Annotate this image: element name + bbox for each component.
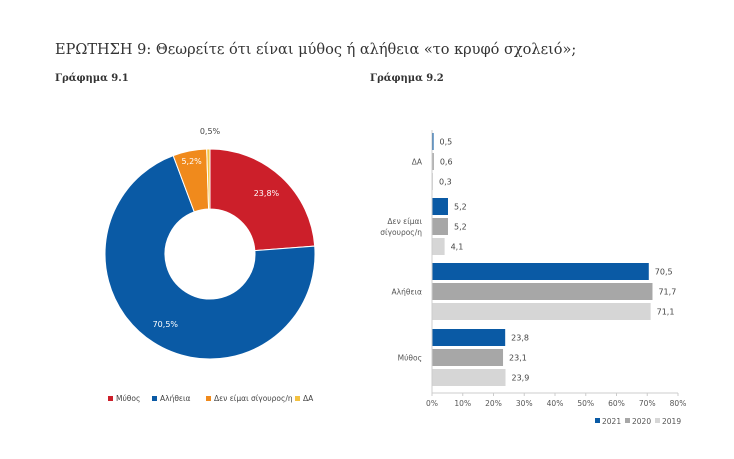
bar-2020 bbox=[432, 218, 448, 235]
bar-value-label: 0,6 bbox=[440, 158, 453, 167]
bar-2019 bbox=[432, 303, 651, 320]
legend-swatch bbox=[108, 396, 113, 401]
legend-swatch bbox=[655, 418, 660, 423]
bar-value-label: 71,1 bbox=[657, 308, 675, 317]
category-label: σίγουρος/η bbox=[380, 228, 422, 237]
legend-swatch bbox=[152, 396, 157, 401]
legend-label: 2019 bbox=[662, 417, 681, 426]
question-title: ΕΡΩΤΗΣΗ 9: Θεωρείτε ότι είναι μύθος ή αλ… bbox=[55, 42, 577, 58]
bar-value-label: 23,8 bbox=[511, 334, 529, 343]
x-tick-label: 0% bbox=[426, 399, 438, 408]
donut-slice bbox=[206, 148, 211, 210]
bar-2019 bbox=[432, 369, 506, 386]
bar-value-label: 0,5 bbox=[440, 138, 453, 147]
category-label: Μύθος bbox=[398, 354, 422, 363]
bar-2020 bbox=[432, 349, 504, 366]
legend-label: Δεν είμαι σίγουρος/η bbox=[214, 394, 293, 403]
legend-label: 2020 bbox=[632, 417, 651, 426]
bar-value-label: 5,2 bbox=[454, 223, 467, 232]
x-tick-label: 10% bbox=[454, 399, 471, 408]
bar-value-label: 0,3 bbox=[439, 178, 452, 187]
donut-slice bbox=[209, 148, 316, 252]
legend-label: ΔΑ bbox=[303, 394, 314, 403]
bar-value-label: 4,1 bbox=[451, 243, 464, 252]
legend-swatch bbox=[295, 396, 300, 401]
bar-2021 bbox=[432, 133, 434, 150]
bar-value-label: 5,2 bbox=[454, 203, 467, 212]
bar-2019 bbox=[432, 238, 445, 255]
x-tick-label: 20% bbox=[485, 399, 502, 408]
bar-value-label: 70,5 bbox=[655, 268, 673, 277]
legend-label: Μύθος bbox=[116, 394, 140, 403]
legend-swatch bbox=[625, 418, 630, 423]
x-tick-label: 80% bbox=[670, 399, 687, 408]
x-tick-label: 70% bbox=[639, 399, 656, 408]
bar-value-label: 23,1 bbox=[509, 354, 527, 363]
donut-slice-label: 70,5% bbox=[153, 320, 179, 329]
donut-slice-label: 5,2% bbox=[181, 157, 202, 166]
bar-2020 bbox=[432, 283, 653, 300]
legend-swatch bbox=[595, 418, 600, 423]
bar-2021 bbox=[432, 263, 649, 280]
chart-9-2-subtitle: Γράφημα 9.2 bbox=[370, 73, 444, 84]
bar-2021 bbox=[432, 329, 506, 346]
bar-value-label: 23,9 bbox=[511, 374, 529, 383]
category-label: Δεν είμαι bbox=[387, 217, 422, 226]
bar-2020 bbox=[432, 153, 434, 170]
bar-2021 bbox=[432, 198, 448, 215]
chart-9-1-subtitle: Γράφημα 9.1 bbox=[55, 73, 129, 84]
category-label: ΔΑ bbox=[412, 158, 423, 167]
donut-slice-label: 23,8% bbox=[254, 189, 280, 198]
x-tick-label: 50% bbox=[577, 399, 594, 408]
x-tick-label: 40% bbox=[547, 399, 564, 408]
bar-value-label: 71,7 bbox=[658, 288, 676, 297]
legend-swatch bbox=[206, 396, 211, 401]
x-tick-label: 30% bbox=[516, 399, 533, 408]
donut-slice-label: 0,5% bbox=[200, 127, 221, 136]
x-tick-label: 60% bbox=[608, 399, 625, 408]
legend-label: Αλήθεια bbox=[160, 394, 191, 403]
legend-label: 2021 bbox=[602, 417, 621, 426]
donut-slice bbox=[104, 155, 316, 360]
category-label: Αλήθεια bbox=[392, 288, 423, 297]
